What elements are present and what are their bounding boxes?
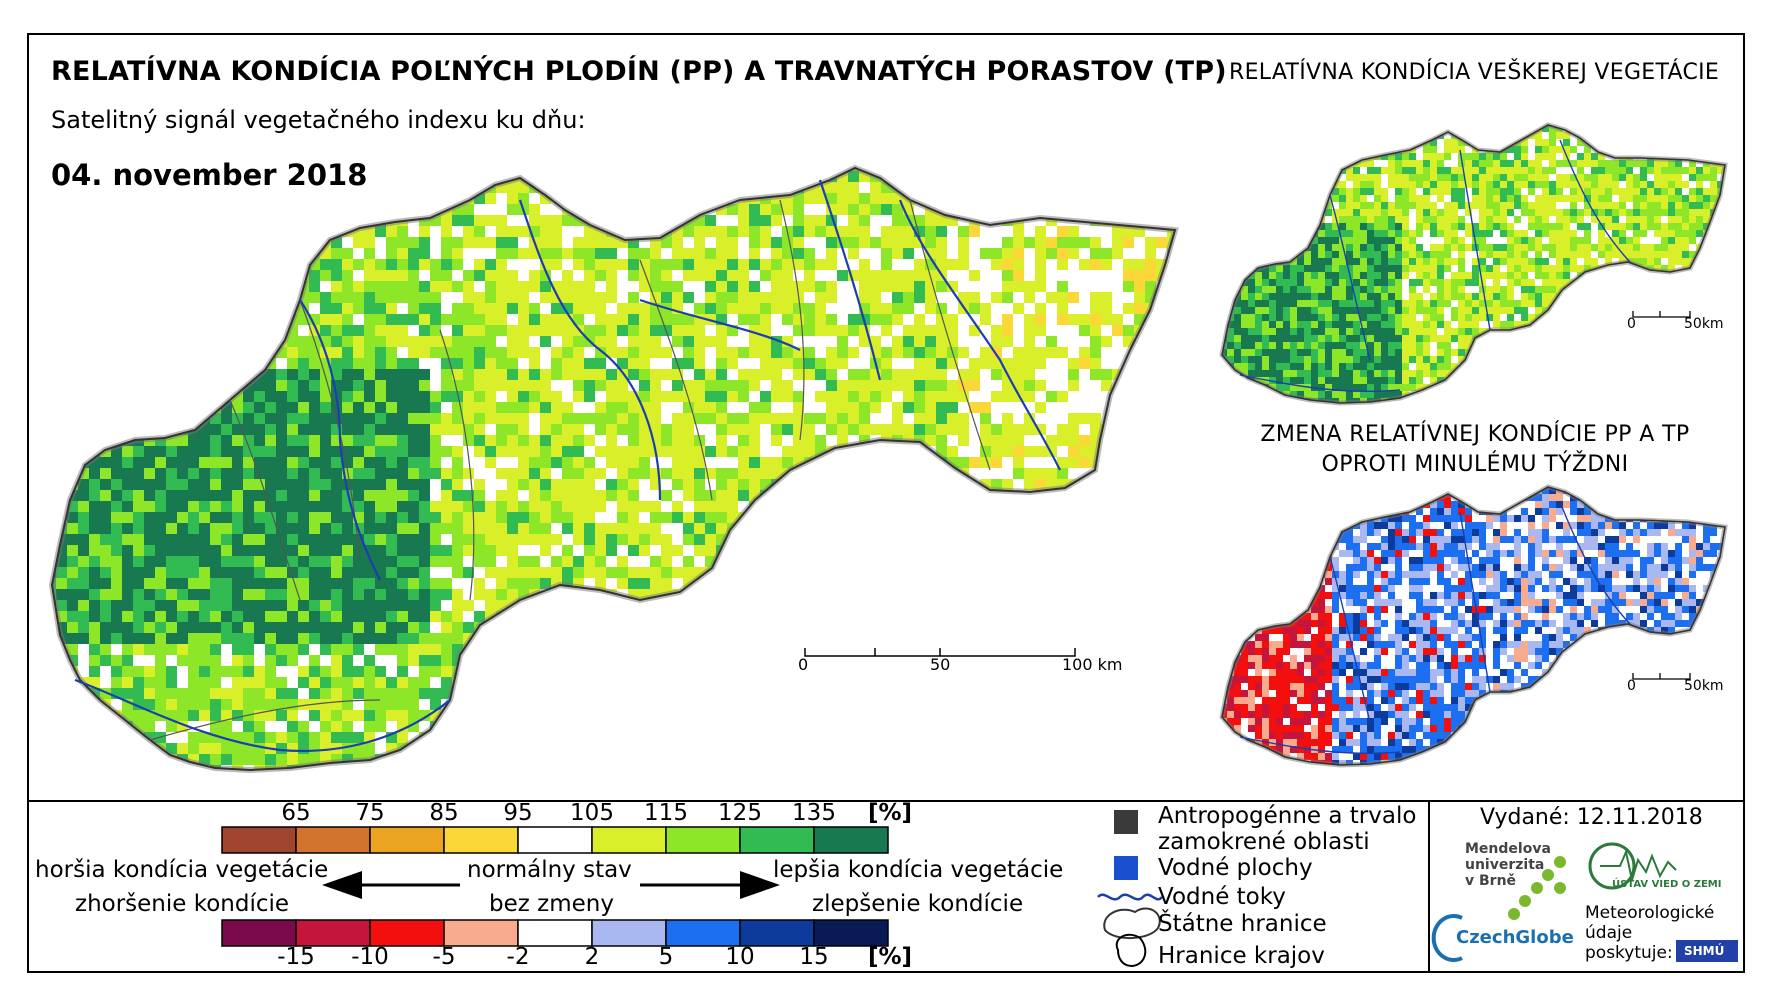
main-map-overlay	[52, 168, 1175, 770]
legend-improvement: zlepšenie kondície	[812, 891, 1024, 917]
legend-tick-label: 15	[799, 944, 829, 970]
meteo-provider-text: Meteorologické údaje poskytuje:	[1585, 903, 1714, 963]
state-border-icon	[1103, 907, 1161, 940]
change-title-line2: OPROTI MINULÉMU TÝŽDNI	[1321, 452, 1629, 477]
legend-vertical-separator	[1428, 800, 1430, 973]
legend-tick-label: -10	[351, 944, 389, 970]
arrow-left-icon	[322, 871, 460, 899]
legend-color-swatch	[221, 826, 297, 854]
scale-top-50: 50km	[1684, 316, 1724, 332]
change-title-line1: ZMENA RELATÍVNEJ KONDÍCIE PP A TP	[1260, 422, 1690, 447]
scale-top-0: 0	[1627, 316, 1636, 332]
legend-color-swatch	[221, 919, 297, 947]
scale-main-50: 50	[930, 655, 951, 674]
meteo-line2: údaje	[1585, 923, 1633, 943]
main-condition-map	[52, 168, 1175, 770]
legend-condition-colorbar	[221, 826, 889, 854]
institute-logo-text: ÚSTAV VIED O ZEMI	[1612, 879, 1722, 890]
region-border-icon	[1115, 933, 1147, 968]
legend-tick-label: 65	[281, 800, 311, 826]
legend-color-swatch	[665, 919, 741, 947]
legend-tick-label: 135	[792, 800, 836, 826]
date-label: 04. november 2018	[51, 158, 368, 192]
inset-all-vegetation-map	[1222, 125, 1725, 403]
inset-title-all-vegetation: RELATÍVNA KONDÍCIA VEŠKEREJ VEGETÁCIE	[1229, 60, 1720, 85]
legend-worsening: zhoršenie kondície	[75, 891, 290, 917]
meteo-line1: Meteorologické	[1585, 903, 1715, 923]
legend-tick-label: -2	[506, 944, 530, 970]
mendel-logo-text: Mendelova univerzita v Brně	[1465, 841, 1551, 889]
legend-color-swatch	[369, 826, 445, 854]
shmu-logo	[1676, 940, 1738, 962]
scale-main-0: 0	[798, 655, 809, 674]
map-title: RELATÍVNA KONDÍCIA POĽNÝCH PLODÍN (PP) A…	[51, 56, 1227, 87]
czechglobe-logo-text: CzechGlobe	[1456, 927, 1574, 948]
issued-date: Vydané: 12.11.2018	[1480, 805, 1703, 830]
arrow-right-icon	[640, 871, 780, 899]
scale-bar-main	[804, 648, 1076, 657]
legend-rivers: Vodné toky	[1158, 884, 1286, 910]
scale-bar-bottom	[1632, 673, 1691, 680]
shmu-logo-text: SHMÚ	[1684, 944, 1725, 958]
legend-color-swatch	[443, 919, 519, 947]
subtitle: Satelitný signál vegetačného indexu ku d…	[51, 106, 586, 134]
water-body-icon	[1114, 856, 1138, 880]
legend-change-colorbar	[221, 919, 889, 947]
legend-color-swatch	[665, 826, 741, 854]
scale-main-100: 100 km	[1062, 655, 1123, 674]
legend-better-condition: lepšia kondícia vegetácie	[773, 857, 1064, 883]
legend-condition-unit: [%]	[868, 800, 913, 826]
scale-bottom-0: 0	[1627, 678, 1636, 694]
inset-change-map	[1222, 487, 1725, 765]
legend-water-bodies: Vodné plochy	[1158, 855, 1313, 881]
inset-top-overlay	[1222, 125, 1725, 403]
legend-color-swatch	[739, 919, 815, 947]
meteo-line3: poskytuje:	[1585, 943, 1673, 963]
legend-state-borders: Štátne hranice	[1158, 911, 1327, 937]
legend-tick-label: 75	[355, 800, 385, 826]
legend-color-swatch	[369, 919, 445, 947]
river-icon	[1097, 893, 1163, 901]
czechglobe-logo	[1431, 914, 1463, 962]
legend-color-swatch	[443, 826, 519, 854]
inset-title-change: ZMENA RELATÍVNEJ KONDÍCIE PP A TP OPROTI…	[1235, 420, 1715, 480]
legend-tick-label: 125	[718, 800, 762, 826]
legend-color-swatch	[517, 919, 593, 947]
anthropogenic-area-icon	[1114, 810, 1138, 834]
legend-color-swatch	[813, 919, 889, 947]
scale-bottom-50: 50km	[1684, 678, 1724, 694]
legend-anthropogenic-line1: Antropogénne a trvalo	[1158, 803, 1417, 829]
legend-color-swatch	[295, 919, 371, 947]
legend-tick-label: 115	[644, 800, 688, 826]
institute-logo	[1588, 842, 1677, 890]
legend-separator	[27, 800, 1745, 802]
legend-color-swatch	[295, 826, 371, 854]
legend-color-swatch	[739, 826, 815, 854]
legend-anthropogenic-line2: zamokrené oblasti	[1158, 829, 1370, 855]
inset-bottom-overlay	[1222, 487, 1725, 765]
legend-color-swatch	[591, 826, 667, 854]
legend-tick-label: -5	[432, 944, 456, 970]
legend-worse-condition: horšia kondícia vegetácie	[35, 857, 329, 883]
legend-region-borders: Hranice krajov	[1158, 943, 1325, 969]
mendel-dots-logo	[1508, 856, 1566, 920]
legend-anthropogenic: Antropogénne a trvalo zamokrené oblasti	[1158, 803, 1416, 855]
legend-tick-label: 2	[584, 944, 600, 970]
rivers-main	[74, 179, 1061, 753]
region-boundaries	[149, 199, 991, 741]
legend-tick-label: 5	[658, 944, 674, 970]
scale-bar-top	[1632, 311, 1691, 318]
legend-color-swatch	[591, 919, 667, 947]
legend-tick-label: 95	[503, 800, 533, 826]
legend-normal: normálny stav	[467, 857, 632, 883]
legend-no-change: bez zmeny	[489, 891, 614, 917]
legend-tick-label: 10	[725, 944, 755, 970]
legend-tick-label: 105	[570, 800, 614, 826]
legend-change-unit: [%]	[868, 944, 913, 970]
legend-color-swatch	[813, 826, 889, 854]
legend-tick-label: -15	[277, 944, 315, 970]
legend-tick-label: 85	[429, 800, 459, 826]
legend-color-swatch	[517, 826, 593, 854]
